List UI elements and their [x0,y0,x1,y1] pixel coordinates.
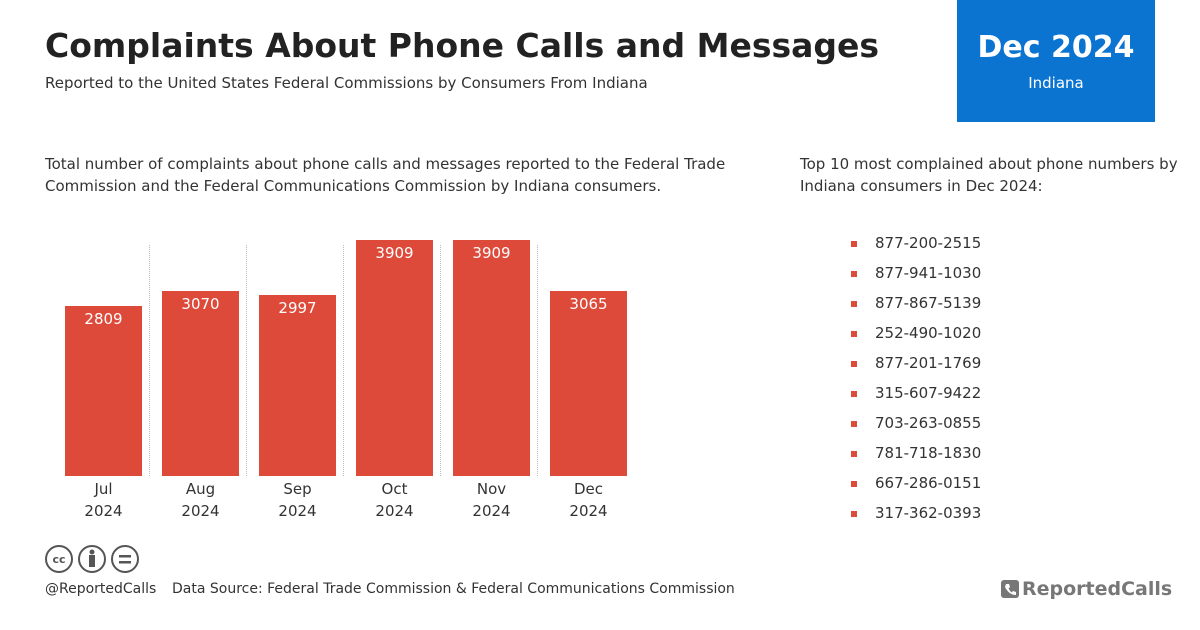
bar [259,295,336,476]
x-tick-label: Nov 2024 [472,480,511,520]
chart: 2809 Jul 2024 3070 Aug 2024 2997 Sep 2024 3909… [65,240,627,520]
phone-number: 781-718-1830 [875,444,982,462]
badge-state: Indiana [1028,74,1084,92]
logo-icon [1001,580,1019,598]
separator [246,245,247,476]
bullet [851,301,857,307]
bar [356,240,433,476]
phone-number: 877-201-1769 [875,354,982,372]
bullet [851,241,857,247]
phone-number: 317-362-0393 [875,504,982,522]
badge-date: Dec 2024 [977,30,1135,65]
source: Data Source: Federal Trade Commission & … [172,581,735,597]
value-label: 3909 [375,244,414,262]
bullet [851,271,857,277]
badge: Dec 2024 Indiana [957,0,1155,122]
x-tick-label: Sep 2024 [278,480,317,520]
bar [550,290,627,476]
phone-number: 703-263-0855 [875,414,982,432]
svg-text:cc: cc [52,553,65,566]
phone-number: 667-286-0151 [875,474,982,492]
bullet [851,511,857,517]
bar [453,240,530,476]
separator [537,245,538,476]
value-label: 2809 [84,310,123,329]
x-tick-label: Jul 2024 [84,480,123,520]
license-icons: cc [45,545,139,573]
chart-description: Total number of complaints about phone c… [45,155,726,195]
phone-number: 877-200-2515 [875,234,982,252]
value-label: 3065 [569,294,608,313]
separator [440,245,441,476]
separator [343,245,344,476]
phone-number: 315-607-9422 [875,384,982,402]
bullet [851,331,857,337]
value-label: 3070 [181,294,220,313]
handle: @ReportedCalls [45,581,157,597]
value-label: 2997 [278,299,317,318]
bullet [851,421,857,427]
title: Complaints About Phone Calls and Message… [45,26,880,65]
x-tick-label: Dec 2024 [569,480,608,520]
separator [149,245,150,476]
value-label: 3909 [472,244,511,262]
bar [162,290,239,476]
phone-number: 877-867-5139 [875,294,982,312]
bullet [851,391,857,397]
bullet [851,451,857,457]
x-tick-label: Oct 2024 [375,480,414,520]
list-title: Top 10 most complained about phone numbe… [800,155,1178,195]
x-tick-label: Aug 2024 [181,480,220,520]
phone-number: 877-941-1030 [875,264,982,282]
bullet [851,481,857,487]
subtitle: Reported to the United States Federal Co… [45,74,648,92]
bullet [851,361,857,367]
phone-number: 252-490-1020 [875,324,982,342]
number-list: 877-200-2515 877-941-1030 877-867-5139 252-… [851,234,982,522]
bar [65,306,142,476]
logo: ReportedCalls [1022,578,1173,600]
